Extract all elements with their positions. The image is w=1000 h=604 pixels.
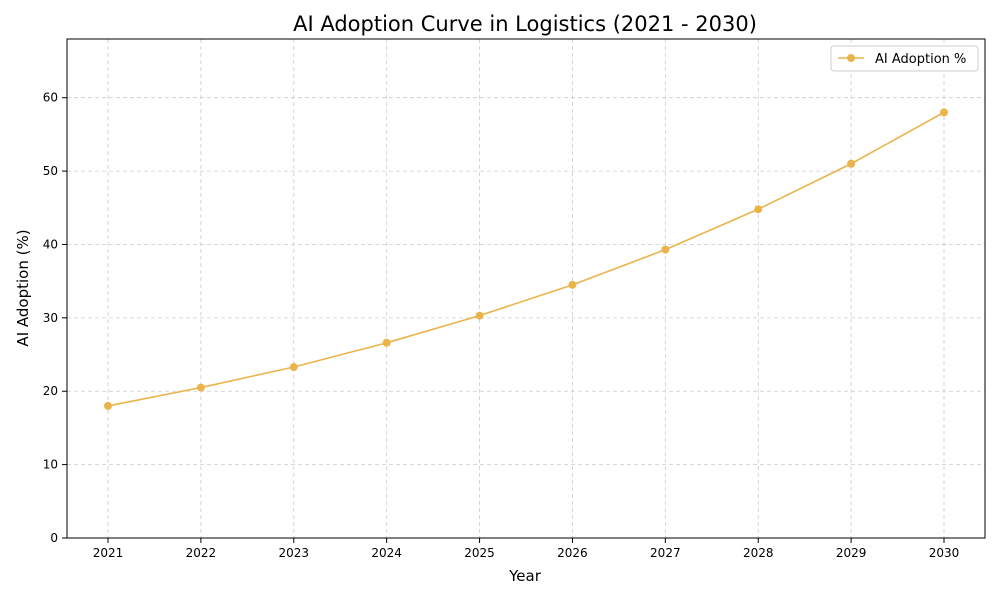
data-point [754, 205, 763, 214]
legend-marker-swatch [847, 54, 855, 62]
data-point [475, 311, 484, 320]
grid-layer [67, 39, 985, 539]
y-axis-label: AI Adoption (%) [14, 229, 32, 346]
data-point [289, 363, 298, 372]
x-tick-label: 2024 [371, 546, 402, 560]
x-tick-label: 2027 [650, 546, 681, 560]
y-tick-label: 40 [43, 237, 58, 251]
y-tick-label: 10 [43, 458, 58, 472]
x-tick-label: 2029 [836, 546, 867, 560]
data-point [104, 401, 112, 410]
data-point [847, 159, 856, 168]
y-tick-label: 50 [43, 164, 58, 178]
data-point [940, 108, 948, 117]
data-point [382, 338, 391, 347]
y-tick-label: 20 [43, 384, 58, 398]
y-tick-label: 60 [43, 91, 58, 105]
legend: AI Adoption % [830, 45, 979, 72]
x-tick-label: 2028 [743, 546, 774, 560]
legend-box [830, 45, 979, 72]
data-point [568, 280, 577, 289]
x-axis-label: Year [508, 567, 542, 585]
axes-layer: 2021 2022 2023 2024 2025 2026 2027 2028 2029 2030… [43, 38, 986, 560]
x-tick-label: 2023 [279, 546, 310, 560]
data-point [196, 383, 205, 392]
series-line [107, 111, 945, 407]
chart-title: AI Adoption Curve in Logistics (2021 - 2… [293, 12, 757, 36]
plot-frame [66, 38, 986, 539]
y-tick-label: 30 [43, 311, 58, 325]
x-tick-label: 2030 [929, 546, 960, 560]
data-point [661, 245, 670, 254]
legend-label: AI Adoption % [875, 52, 966, 67]
x-tick-label: 2022 [186, 546, 217, 560]
y-tick-label: 0 [50, 531, 58, 545]
x-tick-label: 2021 [93, 546, 124, 560]
x-tick-label: 2026 [557, 546, 588, 560]
series-layer [104, 108, 948, 410]
x-tick-label: 2025 [464, 546, 495, 560]
